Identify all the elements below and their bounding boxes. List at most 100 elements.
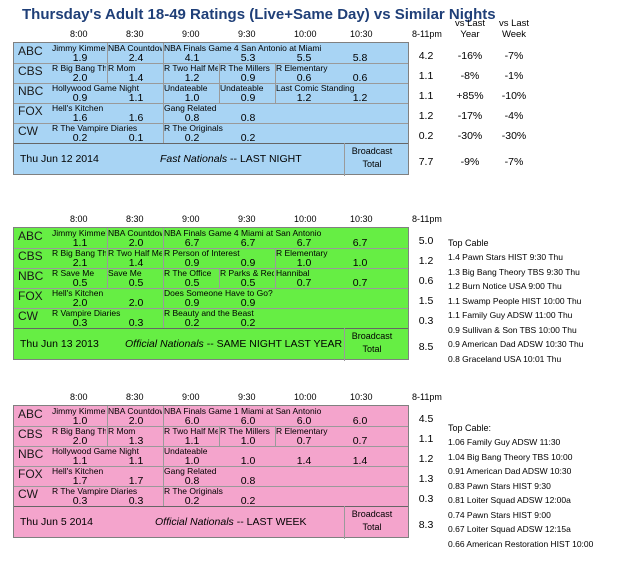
total-label: Total [362, 344, 382, 354]
nationals-suffix: -- LAST WEEK [236, 516, 307, 528]
time-slot-header: 8:00 [70, 29, 88, 39]
vs-last-year-value: -16% [457, 50, 483, 62]
program-title: Jimmy Kimmel [52, 43, 106, 53]
rating-value: 2.4 [128, 52, 144, 64]
network-label: CW [18, 124, 38, 138]
program-title: R The Office [164, 268, 212, 278]
rating-value: 0.8 [240, 112, 256, 124]
ratings-block [13, 405, 409, 539]
program-title: R Elementary [276, 426, 328, 436]
program-title: NBA Countdown [108, 228, 162, 238]
program-title: Gang Related [164, 103, 217, 113]
slot-divider [107, 228, 108, 248]
top-cable-item: 1.1 Swamp People HIST 10:00 Thu [448, 295, 582, 306]
nationals-caption: Official Nationals -- SAME NIGHT LAST YE… [125, 338, 342, 350]
time-slot-header: 10:30 [350, 29, 373, 39]
rating-value: 0.6 [352, 72, 368, 84]
night-total: 1.1 [418, 433, 434, 445]
vs-last-week-value: -7% [504, 50, 524, 62]
rating-value: 1.1 [128, 455, 144, 467]
rating-value: 6.7 [296, 237, 312, 249]
time-slot-header: 8:30 [126, 29, 144, 39]
broadcast-divider [344, 506, 345, 539]
rating-value: 6.0 [352, 415, 368, 427]
broadcast-vs-last-week: -7% [504, 156, 524, 168]
slot-divider [219, 63, 220, 83]
rating-value: 2.0 [72, 297, 88, 309]
row-divider [14, 288, 408, 289]
slot-divider [275, 63, 276, 83]
page-title: Thursday's Adult 18-49 Ratings (Live+Sam… [22, 6, 496, 23]
slot-divider [107, 63, 108, 83]
range-header: 8-11pm [412, 392, 442, 402]
rating-value: 1.1 [184, 435, 200, 447]
row-divider [14, 248, 408, 249]
program-title: R Mom [108, 426, 136, 436]
row-divider [14, 63, 408, 64]
top-cable-item: 1.4 Pawn Stars HIST 9:30 Thu [448, 252, 563, 262]
top-cable-item: 1.04 Big Bang Theory TBS 10:00 [448, 451, 573, 462]
rating-value: 6.0 [184, 415, 200, 427]
time-slot-header: 9:30 [238, 392, 256, 402]
footer-divider [14, 143, 408, 144]
slot-divider [107, 426, 108, 446]
rating-value: 1.7 [128, 475, 144, 487]
slot-divider [163, 248, 164, 268]
slot-divider [275, 426, 276, 446]
time-slot-header: 9:00 [182, 29, 200, 39]
slot-divider [163, 486, 164, 506]
slot-divider [163, 268, 164, 288]
rating-value: 1.6 [128, 112, 144, 124]
program-title: Undateable [164, 446, 208, 456]
top-cable-item: 0.9 Sullivan & Son TBS 10:00 Thu [448, 324, 577, 335]
rating-value: 1.4 [128, 257, 144, 269]
rating-value: 0.9 [72, 92, 88, 104]
rating-value: 6.0 [240, 415, 256, 427]
program-title: Hollywood Game Night [52, 83, 139, 93]
rating-value: 0.2 [240, 317, 256, 329]
rating-value: 1.0 [352, 257, 368, 269]
broadcast-label: Broadcast [351, 331, 393, 341]
row-divider [14, 103, 408, 104]
program-title: R Beauty and the Beast [164, 308, 254, 318]
time-slot-header: 9:30 [238, 214, 256, 224]
footer-divider [14, 506, 408, 507]
rating-value: 0.2 [184, 132, 200, 144]
rating-value: 1.1 [72, 455, 88, 467]
vs-last-year-value: -8% [460, 70, 480, 82]
program-title: Hannibal [276, 268, 310, 278]
nationals-label: Fast Nationals [160, 153, 228, 165]
time-slot-header: 10:30 [350, 214, 373, 224]
nationals-suffix: -- SAME NIGHT LAST YEAR [206, 338, 343, 350]
broadcast-vs-last-year: -9% [460, 156, 480, 168]
rating-value: 1.3 [128, 435, 144, 447]
broadcast-label: Broadcast [351, 146, 393, 156]
program-title: R Parks & Rec [220, 268, 274, 278]
program-title: Save Me [108, 268, 142, 278]
rating-value: 0.5 [72, 277, 88, 289]
rating-value: 0.3 [72, 495, 88, 507]
program-title: R Mom [108, 63, 136, 73]
night-total: 0.3 [418, 493, 434, 505]
broadcast-total: 8.5 [418, 341, 434, 353]
row-divider [14, 446, 408, 447]
night-total: 1.1 [418, 70, 434, 82]
rating-value: 0.1 [128, 132, 144, 144]
ratings-block [13, 227, 409, 361]
night-total: 4.5 [418, 413, 434, 425]
top-cable-item: 0.8 Graceland USA 10:01 Thu [448, 353, 562, 364]
time-slot-header: 10:00 [294, 392, 317, 402]
slot-divider [275, 248, 276, 268]
program-title: Hell's Kitchen [52, 103, 104, 113]
top-cable-title: Top Cable: [448, 423, 492, 433]
top-cable-item: 0.74 Pawn Stars HIST 9:00 [448, 509, 551, 520]
top-cable-item: 0.91 American Dad ADSW 10:30 [448, 466, 572, 476]
network-label: ABC [18, 229, 43, 243]
block-date: Thu Jun 13 2013 [20, 338, 99, 350]
network-label: NBC [18, 447, 44, 461]
time-slot-header: 9:30 [238, 29, 256, 39]
row-divider [14, 486, 408, 487]
night-total: 1.2 [418, 453, 434, 465]
vs-last-week-header: vs Last Week [498, 18, 530, 40]
program-title: Undateable [164, 83, 208, 93]
